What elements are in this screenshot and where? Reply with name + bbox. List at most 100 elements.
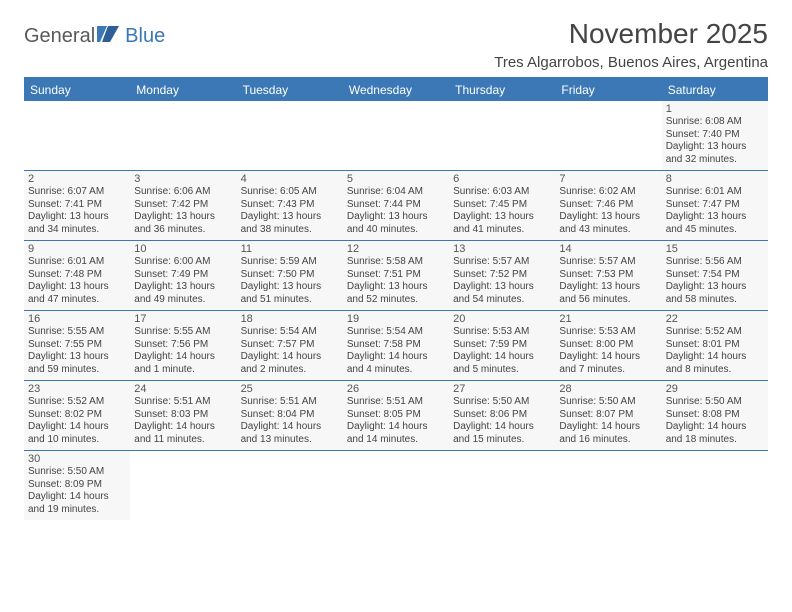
daylight-text-2: and 32 minutes. bbox=[666, 154, 764, 167]
sunset-text: Sunset: 7:42 PM bbox=[134, 199, 232, 212]
daylight-text-2: and 36 minutes. bbox=[134, 224, 232, 237]
calendar-row: 16Sunrise: 5:55 AMSunset: 7:55 PMDayligh… bbox=[24, 311, 768, 381]
day-number: 5 bbox=[347, 173, 445, 185]
calendar-row: 30Sunrise: 5:50 AMSunset: 8:09 PMDayligh… bbox=[24, 451, 768, 521]
day-number: 22 bbox=[666, 313, 764, 325]
day-number: 16 bbox=[28, 313, 126, 325]
weekday-header: Friday bbox=[555, 79, 661, 101]
daylight-text-2: and 11 minutes. bbox=[134, 434, 232, 447]
sunset-text: Sunset: 8:09 PM bbox=[28, 479, 126, 492]
daylight-text-2: and 59 minutes. bbox=[28, 364, 126, 377]
day-number: 6 bbox=[453, 173, 551, 185]
day-number: 20 bbox=[453, 313, 551, 325]
daylight-text-2: and 43 minutes. bbox=[559, 224, 657, 237]
sunset-text: Sunset: 7:41 PM bbox=[28, 199, 126, 212]
sunset-text: Sunset: 8:03 PM bbox=[134, 409, 232, 422]
daylight-text-2: and 16 minutes. bbox=[559, 434, 657, 447]
daylight-text-2: and 5 minutes. bbox=[453, 364, 551, 377]
flag-icon bbox=[97, 24, 123, 49]
day-number: 17 bbox=[134, 313, 232, 325]
day-number: 24 bbox=[134, 383, 232, 395]
sunset-text: Sunset: 8:01 PM bbox=[666, 339, 764, 352]
sunset-text: Sunset: 7:47 PM bbox=[666, 199, 764, 212]
daylight-text: Daylight: 14 hours bbox=[453, 421, 551, 434]
daylight-text-2: and 52 minutes. bbox=[347, 294, 445, 307]
calendar-row: 23Sunrise: 5:52 AMSunset: 8:02 PMDayligh… bbox=[24, 381, 768, 451]
calendar-cell-empty bbox=[449, 101, 555, 171]
month-title: November 2025 bbox=[494, 18, 768, 50]
day-number: 23 bbox=[28, 383, 126, 395]
daylight-text-2: and 15 minutes. bbox=[453, 434, 551, 447]
daylight-text: Daylight: 14 hours bbox=[241, 351, 339, 364]
sunrise-text: Sunrise: 6:01 AM bbox=[666, 186, 764, 199]
daylight-text: Daylight: 14 hours bbox=[134, 351, 232, 364]
daylight-text-2: and 8 minutes. bbox=[666, 364, 764, 377]
weekday-header: Tuesday bbox=[237, 79, 343, 101]
daylight-text-2: and 40 minutes. bbox=[347, 224, 445, 237]
daylight-text-2: and 54 minutes. bbox=[453, 294, 551, 307]
brand-text-2: Blue bbox=[125, 25, 165, 48]
daylight-text-2: and 18 minutes. bbox=[666, 434, 764, 447]
day-number: 15 bbox=[666, 243, 764, 255]
day-number: 10 bbox=[134, 243, 232, 255]
calendar-cell: 22Sunrise: 5:52 AMSunset: 8:01 PMDayligh… bbox=[662, 311, 768, 381]
calendar-cell: 26Sunrise: 5:51 AMSunset: 8:05 PMDayligh… bbox=[343, 381, 449, 451]
header: General Blue November 2025 Tres Algarrob… bbox=[24, 18, 768, 71]
day-number: 29 bbox=[666, 383, 764, 395]
day-number: 12 bbox=[347, 243, 445, 255]
calendar-cell: 15Sunrise: 5:56 AMSunset: 7:54 PMDayligh… bbox=[662, 241, 768, 311]
sunset-text: Sunset: 8:05 PM bbox=[347, 409, 445, 422]
weekday-header: Thursday bbox=[449, 79, 555, 101]
calendar-cell: 3Sunrise: 6:06 AMSunset: 7:42 PMDaylight… bbox=[130, 171, 236, 241]
calendar-cell: 10Sunrise: 6:00 AMSunset: 7:49 PMDayligh… bbox=[130, 241, 236, 311]
day-number: 4 bbox=[241, 173, 339, 185]
day-number: 25 bbox=[241, 383, 339, 395]
sunrise-text: Sunrise: 5:57 AM bbox=[453, 256, 551, 269]
sunset-text: Sunset: 7:56 PM bbox=[134, 339, 232, 352]
daylight-text: Daylight: 13 hours bbox=[241, 211, 339, 224]
calendar-cell-empty bbox=[555, 101, 661, 171]
calendar-cell: 20Sunrise: 5:53 AMSunset: 7:59 PMDayligh… bbox=[449, 311, 555, 381]
sunrise-text: Sunrise: 6:01 AM bbox=[28, 256, 126, 269]
sunrise-text: Sunrise: 5:50 AM bbox=[559, 396, 657, 409]
sunrise-text: Sunrise: 6:04 AM bbox=[347, 186, 445, 199]
calendar-cell: 11Sunrise: 5:59 AMSunset: 7:50 PMDayligh… bbox=[237, 241, 343, 311]
calendar-cell: 18Sunrise: 5:54 AMSunset: 7:57 PMDayligh… bbox=[237, 311, 343, 381]
weekday-header-row: Sunday Monday Tuesday Wednesday Thursday… bbox=[24, 79, 768, 101]
calendar-cell: 21Sunrise: 5:53 AMSunset: 8:00 PMDayligh… bbox=[555, 311, 661, 381]
weekday-header: Monday bbox=[130, 79, 236, 101]
sunrise-text: Sunrise: 5:56 AM bbox=[666, 256, 764, 269]
daylight-text-2: and 56 minutes. bbox=[559, 294, 657, 307]
daylight-text-2: and 45 minutes. bbox=[666, 224, 764, 237]
day-number: 8 bbox=[666, 173, 764, 185]
sunrise-text: Sunrise: 6:06 AM bbox=[134, 186, 232, 199]
daylight-text-2: and 1 minute. bbox=[134, 364, 232, 377]
daylight-text: Daylight: 14 hours bbox=[241, 421, 339, 434]
day-number: 19 bbox=[347, 313, 445, 325]
day-number: 11 bbox=[241, 243, 339, 255]
calendar-cell-empty bbox=[24, 101, 130, 171]
weekday-header: Sunday bbox=[24, 79, 130, 101]
calendar-cell: 16Sunrise: 5:55 AMSunset: 7:55 PMDayligh… bbox=[24, 311, 130, 381]
daylight-text-2: and 49 minutes. bbox=[134, 294, 232, 307]
calendar-cell: 29Sunrise: 5:50 AMSunset: 8:08 PMDayligh… bbox=[662, 381, 768, 451]
daylight-text: Daylight: 13 hours bbox=[347, 211, 445, 224]
calendar-row: 9Sunrise: 6:01 AMSunset: 7:48 PMDaylight… bbox=[24, 241, 768, 311]
calendar-cell: 13Sunrise: 5:57 AMSunset: 7:52 PMDayligh… bbox=[449, 241, 555, 311]
sunset-text: Sunset: 7:45 PM bbox=[453, 199, 551, 212]
calendar-cell: 24Sunrise: 5:51 AMSunset: 8:03 PMDayligh… bbox=[130, 381, 236, 451]
day-number: 1 bbox=[666, 103, 764, 115]
sunrise-text: Sunrise: 6:08 AM bbox=[666, 116, 764, 129]
calendar-cell-empty bbox=[449, 451, 555, 521]
sunset-text: Sunset: 7:53 PM bbox=[559, 269, 657, 282]
sunrise-text: Sunrise: 5:51 AM bbox=[241, 396, 339, 409]
sunset-text: Sunset: 7:54 PM bbox=[666, 269, 764, 282]
calendar-cell: 7Sunrise: 6:02 AMSunset: 7:46 PMDaylight… bbox=[555, 171, 661, 241]
sunset-text: Sunset: 7:55 PM bbox=[28, 339, 126, 352]
sunset-text: Sunset: 8:02 PM bbox=[28, 409, 126, 422]
calendar-cell: 5Sunrise: 6:04 AMSunset: 7:44 PMDaylight… bbox=[343, 171, 449, 241]
sunrise-text: Sunrise: 5:55 AM bbox=[134, 326, 232, 339]
daylight-text: Daylight: 13 hours bbox=[28, 351, 126, 364]
calendar-cell: 28Sunrise: 5:50 AMSunset: 8:07 PMDayligh… bbox=[555, 381, 661, 451]
sunset-text: Sunset: 7:46 PM bbox=[559, 199, 657, 212]
